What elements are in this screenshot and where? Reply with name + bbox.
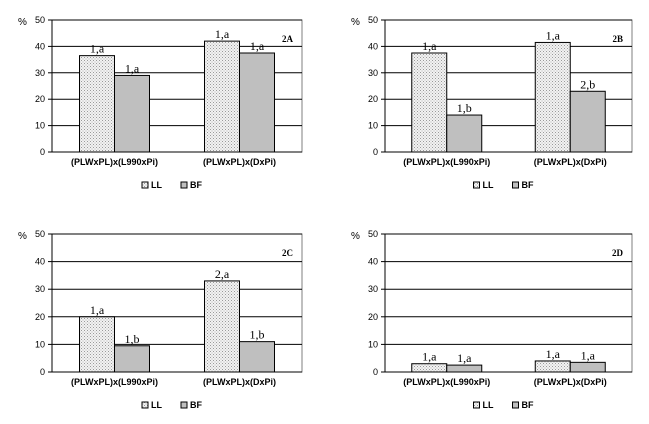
y-tick-label: 50 [368,15,378,25]
legend-swatch-bf [512,181,519,189]
bar-data-label: 2,a [215,267,230,281]
y-tick-label: 20 [35,312,45,322]
y-unit-label: % [351,17,360,28]
bar-bf [114,74,150,153]
bar-ll [204,280,240,373]
legend-label-bf: BF [522,180,534,190]
bar-bf [569,90,606,153]
category-label: (PLWxPL)x(DxPi) [534,157,607,167]
y-unit-label: % [18,17,27,28]
panel-tag: 2C [282,248,293,258]
legend-swatch-bf [512,401,519,409]
y-tick-label: 30 [368,284,378,294]
bar-data-label: 1,b [457,101,472,115]
legend-swatch-bf [180,401,188,409]
panel-2D: 0 10 20 30 40 50% 2D 1,a 1,a (PLWxPL)x(L990xPi) 1,… [351,229,633,410]
y-tick-label: 20 [368,94,378,104]
legend-swatch-ll [141,401,149,409]
legend-label-ll: LL [151,400,162,410]
bar-data-label: 1,a [581,348,596,362]
bar-data-label: 1,a [546,28,561,42]
y-tick-label: 0 [40,367,45,377]
category-label: (PLWxPL)x(L990xPi) [403,377,490,387]
y-tick-label: 50 [35,15,45,25]
y-unit-label: % [18,231,27,242]
bar-bf [114,345,150,373]
category-label: (PLWxPL)x(DxPi) [203,377,276,387]
y-tick-label: 50 [368,229,378,239]
y-tick-label: 30 [368,68,378,78]
y-tick-label: 40 [35,257,45,267]
y-tick-label: 30 [35,284,45,294]
legend-label-bf: BF [190,180,202,190]
category-label: (PLWxPL)x(L990xPi) [71,157,158,167]
y-tick-label: 20 [368,312,378,322]
y-tick-label: 0 [373,147,378,157]
category-label: (PLWxPL)x(L990xPi) [403,157,490,167]
bar-bf [446,364,483,373]
bar-ll [534,360,571,373]
bar-ll [79,55,115,153]
bar-data-label: 2,b [580,77,595,91]
bar-ll [411,52,448,153]
bar-bf [446,114,483,153]
legend-swatch-ll [473,401,480,409]
legend-label-bf: BF [522,400,534,410]
y-tick-label: 0 [373,367,378,377]
bar-data-label: 1,a [215,27,230,41]
bar-data-label: 1,a [90,42,105,56]
legend-swatch-ll [473,181,480,189]
bar-ll [204,40,240,153]
bar-data-label: 1,a [90,303,105,317]
y-tick-label: 40 [368,257,378,267]
panel-2B: 0 10 20 30 40 50% 2B 1,a 1,b (PLWxPL)x(L990xPi) 1,… [351,15,633,190]
bar-bf [569,361,606,373]
bar-data-label: 1,a [125,61,140,75]
y-tick-label: 40 [368,41,378,51]
legend-swatch-bf [180,181,188,189]
bar-data-label: 1,a [250,39,265,53]
bar-ll [411,363,448,373]
y-tick-label: 30 [35,68,45,78]
y-tick-label: 40 [35,41,45,51]
bar-ll [534,41,571,153]
bar-data-label: 1,b [250,328,265,342]
bar-ll [79,316,115,373]
bar-data-label: 1,b [125,332,140,346]
panel-tag: 2A [282,34,294,44]
category-label: (PLWxPL)x(DxPi) [534,377,607,387]
bar-bf [239,52,275,153]
panel-2A: 0 10 20 30 40 50% 2A 1,a 1,a (PLWxPL)x(L990xPi) 1,… [18,15,303,190]
legend-label-ll: LL [483,180,494,190]
bar-data-label: 1,a [422,350,437,364]
y-tick-label: 10 [368,121,378,131]
y-tick-label: 20 [35,94,45,104]
bar-data-label: 1,a [457,351,472,365]
legend-label-ll: LL [483,400,494,410]
bar-bf [239,341,275,373]
y-tick-label: 10 [35,121,45,131]
category-label: (PLWxPL)x(DxPi) [203,157,276,167]
y-tick-label: 0 [40,147,45,157]
legend-swatch-ll [141,181,149,189]
panel-2C: 0 10 20 30 40 50% 2C 1,a 1,b (PLWxPL)x(L990xPi) 2,… [18,229,303,410]
y-tick-label: 10 [368,339,378,349]
y-tick-label: 10 [35,339,45,349]
bar-data-label: 1,a [546,347,561,361]
y-unit-label: % [351,231,360,242]
y-tick-label: 50 [35,229,45,239]
panel-tag: 2B [612,34,623,44]
bar-data-label: 1,a [422,39,437,53]
legend-label-ll: LL [151,180,162,190]
legend-label-bf: BF [190,400,202,410]
category-label: (PLWxPL)x(L990xPi) [71,377,158,387]
plot-area [384,233,633,373]
panel-tag: 2D [612,248,624,258]
